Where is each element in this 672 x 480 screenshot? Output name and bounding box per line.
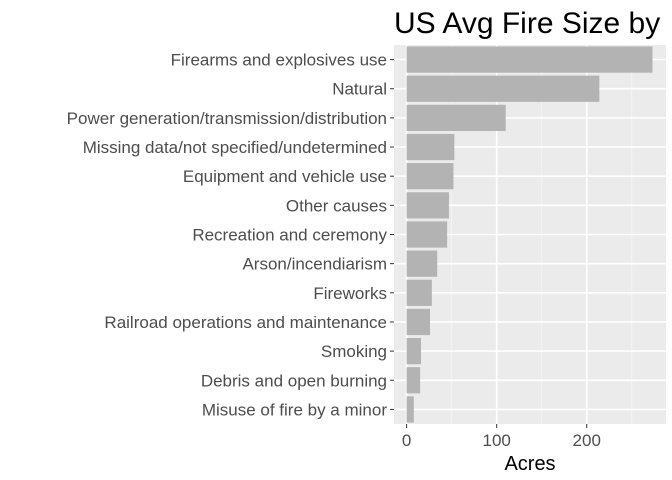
y-tick-label: Natural <box>332 80 387 99</box>
bar <box>406 396 414 423</box>
x-tick-label: 100 <box>482 431 510 450</box>
x-axis: 0 100 200 <box>402 424 601 450</box>
y-tick-label: Misuse of fire by a minor <box>202 400 388 419</box>
bar <box>406 337 422 365</box>
bar <box>406 279 432 306</box>
bar <box>406 75 600 102</box>
bar <box>406 250 438 277</box>
bars <box>406 46 653 423</box>
y-tick-label: Arson/incendiarism <box>242 255 387 274</box>
bar <box>406 163 454 190</box>
chart-title: US Avg Fire Size by <box>394 7 660 40</box>
y-tick-label: Recreation and ceremony <box>192 226 387 245</box>
bar <box>406 192 449 219</box>
y-tick-label: Other causes <box>286 196 387 215</box>
bar <box>406 367 421 394</box>
y-tick-label: Fireworks <box>313 284 387 303</box>
y-tick-label: Railroad operations and maintenance <box>104 313 387 332</box>
y-tick-label: Equipment and vehicle use <box>183 167 387 186</box>
y-tick-label: Firearms and explosives use <box>171 51 387 70</box>
y-axis: Firearms and explosives use Natural Power … <box>67 51 394 419</box>
y-tick-label: Debris and open burning <box>201 371 387 390</box>
x-tick-label: 200 <box>573 431 601 450</box>
y-tick-label: Missing data/not specified/undetermined <box>83 138 387 157</box>
x-axis-title: Acres <box>504 453 555 475</box>
bar <box>406 133 455 161</box>
bar <box>406 46 653 73</box>
y-tick-label: Smoking <box>321 342 387 361</box>
x-tick-label: 0 <box>402 431 411 450</box>
bar <box>406 308 431 336</box>
bar <box>406 104 506 132</box>
bar <box>406 221 448 248</box>
y-tick-label: Power generation/transmission/distributi… <box>67 109 387 128</box>
